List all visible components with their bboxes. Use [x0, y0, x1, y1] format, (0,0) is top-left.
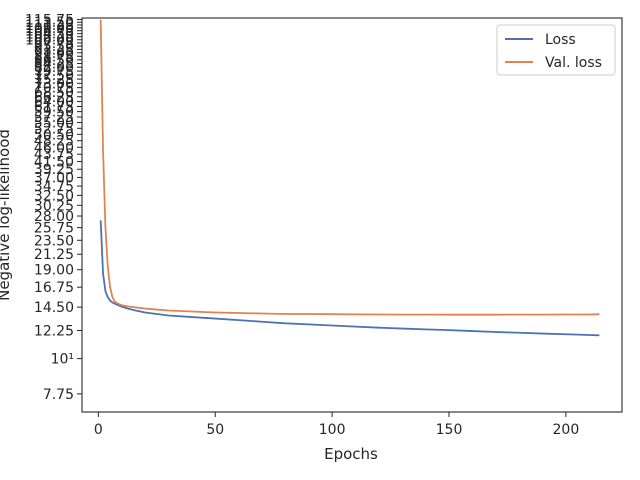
- x-tick-label: 50: [206, 422, 224, 438]
- y-tick-label: 95.50: [34, 39, 74, 55]
- y-tick-label: 19.00: [34, 263, 74, 279]
- y-tick-label: 79.75: [34, 64, 74, 80]
- x-tick-label: 200: [553, 422, 580, 438]
- plot-frame: [81, 17, 623, 413]
- y-tick-label: 84.25: [34, 56, 74, 72]
- y-tick-label: 70.75: [34, 81, 74, 97]
- x-tick-label: 0: [94, 422, 103, 438]
- y-tick-label: 10¹: [51, 352, 74, 368]
- y-tick-label: 100.00: [25, 33, 74, 49]
- series-line-val-loss: [99, 19, 600, 316]
- y-tick-label: 68.50: [34, 85, 74, 101]
- y-tick-label: 93.25: [34, 42, 74, 58]
- y-tick-label: 88.75: [34, 49, 74, 65]
- y-tick-label: 64.00: [34, 95, 74, 111]
- y-tick-label: 77.50: [34, 68, 74, 84]
- x-axis-ticks: 0 50 100 150 200: [94, 412, 579, 438]
- y-tick-label: 48.25: [34, 134, 74, 150]
- y-tick-label: 28.00: [34, 209, 74, 225]
- y-tick-label: 12.25: [34, 323, 74, 339]
- series-layer: [99, 19, 600, 337]
- y-tick-label: 16.75: [34, 280, 74, 296]
- y-axis-label: Negative log-likelihood: [0, 129, 13, 301]
- y-tick-label: 102.25: [25, 30, 74, 46]
- y-tick-label: 7.75: [43, 387, 74, 403]
- y-tick-label: 21.25: [34, 247, 74, 263]
- y-tick-label: 37.00: [34, 170, 74, 186]
- y-tick-label: 50.50: [34, 127, 74, 143]
- y-tick-label: 39.25: [34, 162, 74, 178]
- y-tick-label: 25.75: [34, 221, 74, 237]
- y-tick-label: 34.75: [34, 179, 74, 195]
- x-axis-label: Epochs: [324, 445, 378, 463]
- y-tick-label: 52.75: [34, 121, 74, 137]
- legend-entry: Loss: [545, 32, 576, 48]
- y-tick-label: 41.50: [34, 155, 74, 171]
- y-tick-label: 30.25: [34, 198, 74, 214]
- legend-entry: Val. loss: [545, 55, 602, 71]
- y-tick-label: 109.00: [25, 21, 74, 37]
- y-tick-label: 66.25: [34, 90, 74, 106]
- y-tick-label: 106.75: [25, 24, 74, 40]
- y-tick-label: 61.75: [34, 99, 74, 115]
- y-tick-label: 59.50: [34, 105, 74, 121]
- y-tick-label: 14.50: [34, 300, 74, 316]
- y-tick-label: 75.25: [34, 72, 74, 88]
- y-tick-label: 115.75: [25, 12, 74, 28]
- y-tick-label: 97.75: [34, 36, 74, 52]
- y-tick-label: 43.75: [34, 147, 74, 163]
- y-tick-label: 32.50: [34, 188, 74, 204]
- y-tick-label: 55.00: [34, 116, 74, 132]
- y-tick-label: 104.50: [25, 27, 74, 43]
- y-tick-label: 82.00: [34, 60, 74, 76]
- x-tick-label: 150: [436, 422, 463, 438]
- x-tick-label: 100: [319, 422, 346, 438]
- plot-area: [81, 17, 623, 413]
- legend: Loss Val. loss: [496, 24, 616, 76]
- y-tick-label: 73.00: [34, 76, 74, 92]
- y-axis-ticks: 7.75 10¹ 12.25 14.50 16.7519.0021.2523.5025.…: [25, 12, 82, 403]
- y-tick-label: 91.00: [34, 46, 74, 62]
- y-tick-label: 86.50: [34, 53, 74, 69]
- series-line-loss: [99, 220, 600, 337]
- y-tick-label: 57.25: [34, 110, 74, 126]
- y-tick-label: 111.25: [25, 18, 74, 34]
- y-tick-label: 23.50: [34, 233, 74, 249]
- y-tick-label: 113.50: [25, 15, 74, 31]
- y-tick-label: 46.00: [34, 140, 74, 156]
